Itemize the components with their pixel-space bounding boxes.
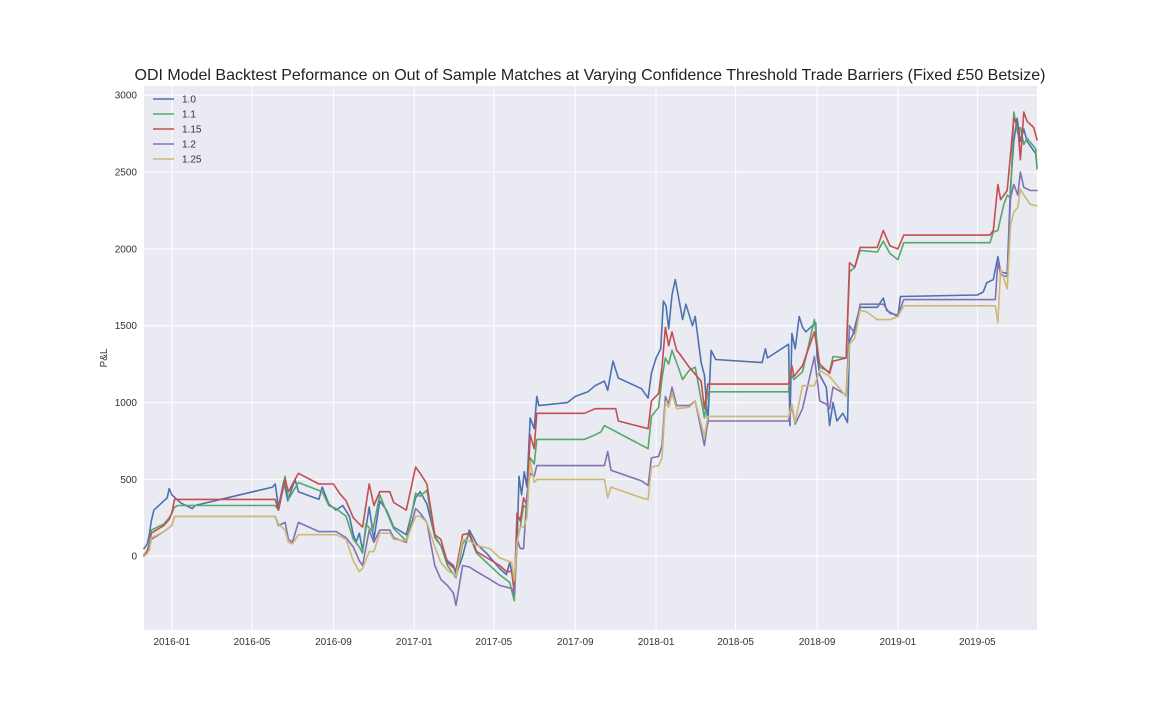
x-tick-label: 2018-09	[799, 637, 836, 648]
x-tick-label: 2019-05	[959, 637, 996, 648]
x-tick-label: 2017-05	[475, 637, 512, 648]
series-line-3	[143, 171, 1038, 607]
series-line-1	[143, 111, 1038, 602]
y-tick-label: 2000	[115, 244, 138, 255]
legend-label: 1.15	[182, 125, 202, 136]
legend-label: 1.25	[182, 155, 202, 166]
x-tick-label: 2019-01	[880, 637, 917, 648]
x-tick-label: 2017-01	[396, 637, 433, 648]
x-tick-label: 2016-09	[315, 637, 352, 648]
y-tick-label: 0	[131, 552, 137, 563]
x-axis-ticks: 2016-01 2016-05 2016-09 2017-01 2017-05 2017-…	[153, 637, 996, 648]
series-lines	[143, 111, 1038, 607]
legend-label: 1.0	[182, 95, 196, 106]
y-tick-label: 500	[120, 475, 137, 486]
x-tick-label: 2016-05	[234, 637, 271, 648]
x-tick-label: 2018-05	[717, 637, 754, 648]
y-tick-label: 1000	[115, 398, 138, 409]
series-line-0	[143, 117, 1038, 585]
y-tick-label: 1500	[115, 321, 138, 332]
y-axis-label: P&L	[99, 348, 110, 367]
plot-area	[144, 86, 1037, 630]
y-axis-ticks: 0 500 1000 1500 2000 2500 3000	[115, 91, 138, 563]
series-line-2	[143, 111, 1038, 594]
y-tick-label: 2500	[115, 168, 138, 179]
legend-label: 1.2	[182, 140, 196, 151]
series-line-4	[143, 188, 1038, 582]
legend: 1.0 1.1 1.15 1.2 1.25	[153, 95, 202, 166]
legend-label: 1.1	[182, 110, 196, 121]
y-tick-label: 3000	[115, 91, 138, 102]
x-tick-label: 2018-01	[638, 637, 675, 648]
x-tick-label: 2017-09	[557, 637, 594, 648]
x-tick-label: 2016-01	[153, 637, 190, 648]
chart-title: ODI Model Backtest Peformance on Out of …	[135, 67, 1046, 84]
